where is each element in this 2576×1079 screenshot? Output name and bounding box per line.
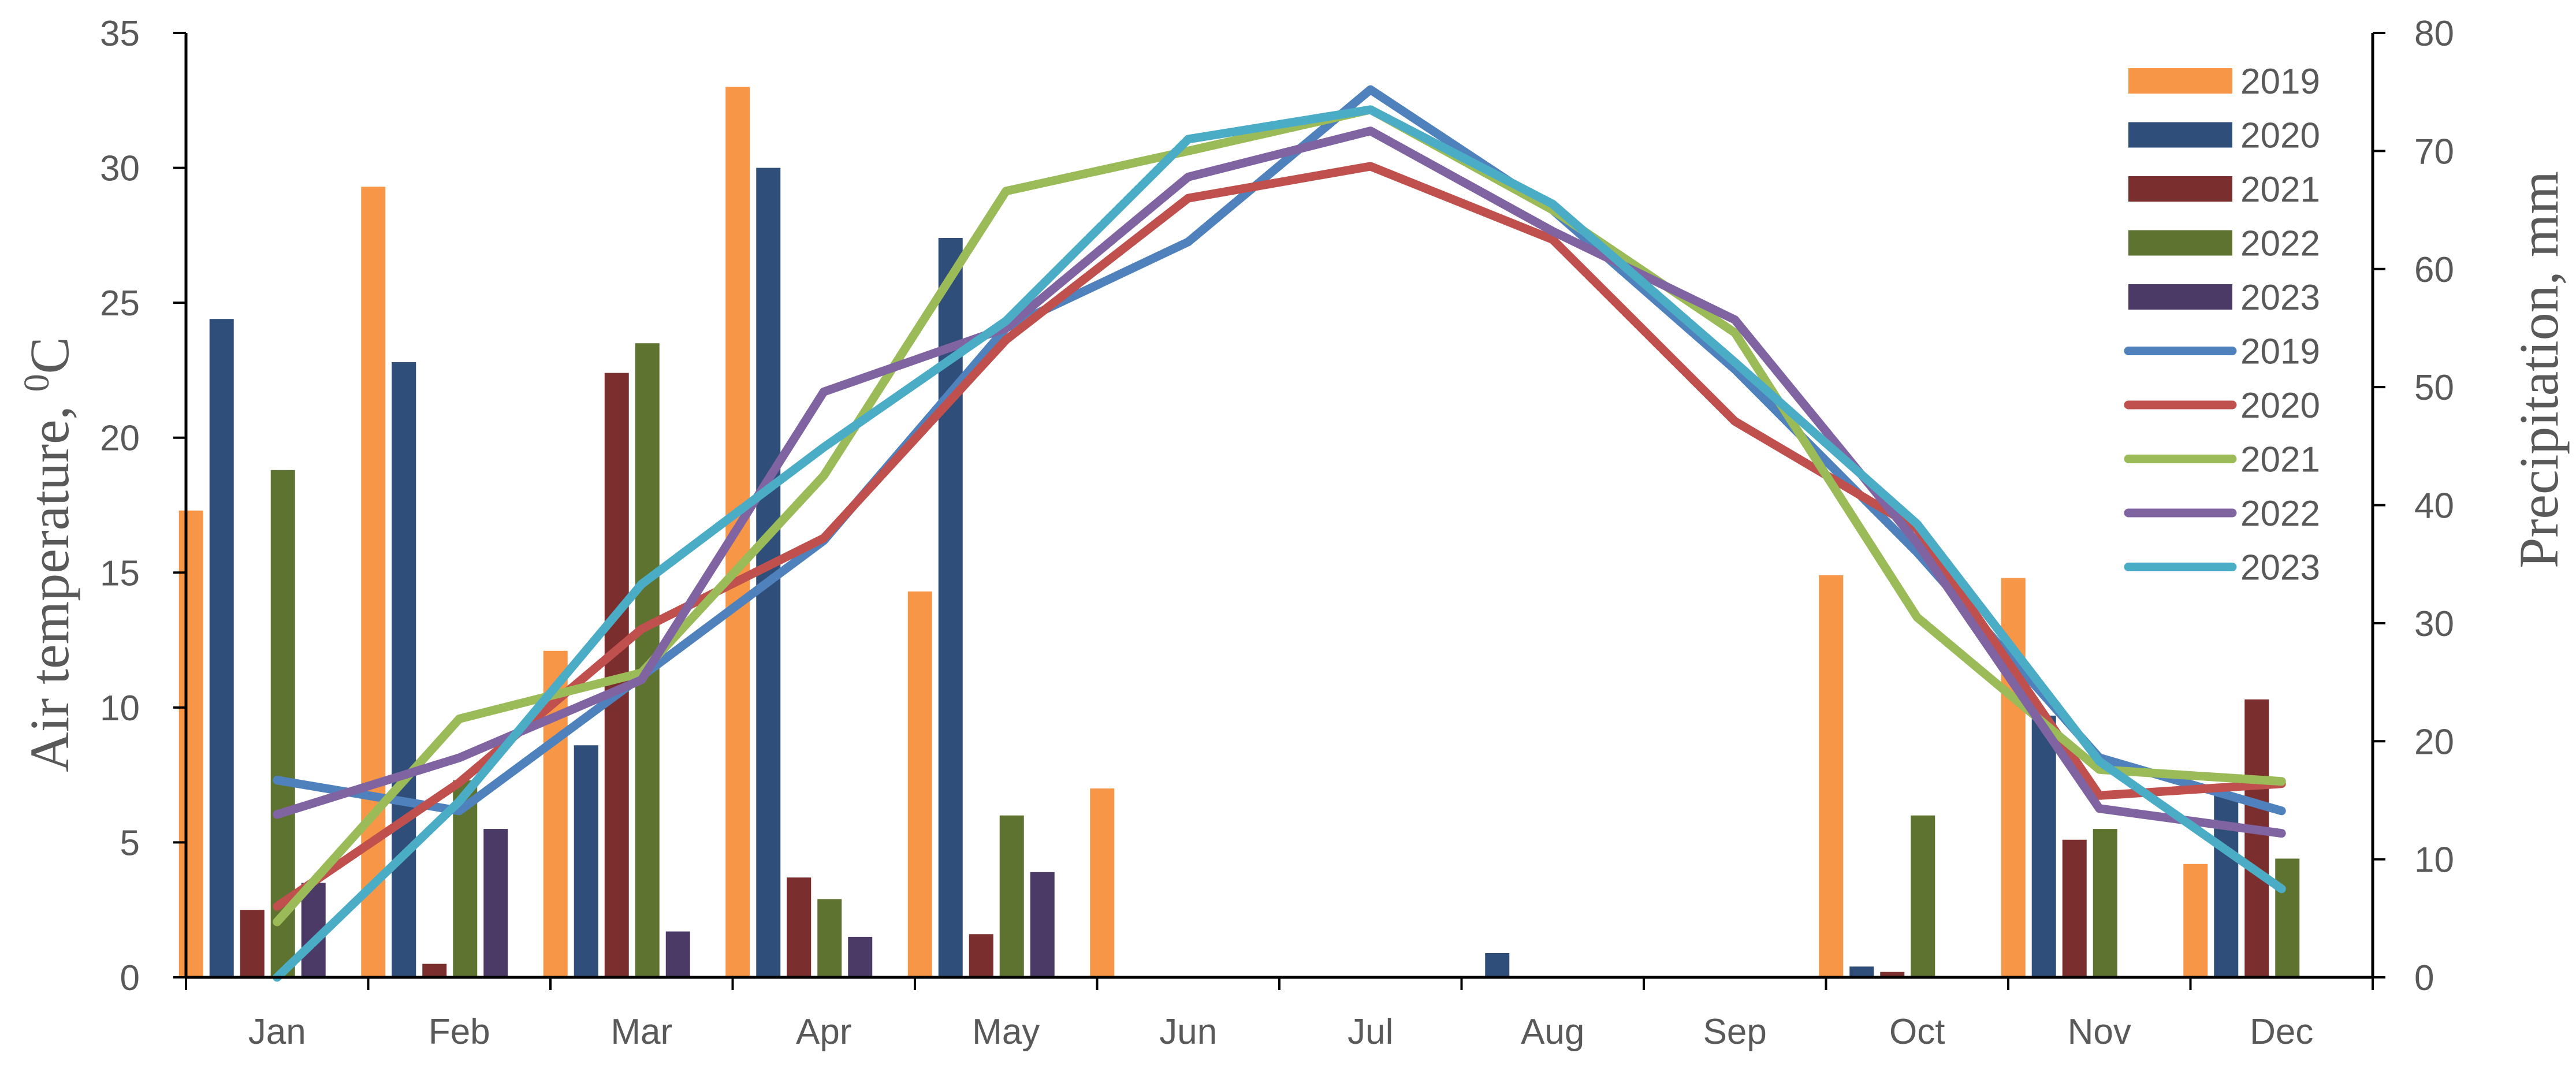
legend: 2019 2020 2021 2022 2023 2019 2020 2021 2022 2023 <box>2124 62 2320 588</box>
legend-swatch-bar-2019 <box>2128 68 2232 94</box>
bar-2021-dec <box>2244 699 2269 977</box>
legend-label-bar-2020: 2020 <box>2240 116 2320 156</box>
bar-2023-may <box>1030 872 1055 977</box>
bars-layer <box>178 87 2300 978</box>
bar-2021-feb <box>422 963 447 977</box>
x-tick-label: Dec <box>2250 1012 2313 1052</box>
bar-2023-apr <box>848 936 873 977</box>
bar-2020-oct <box>1849 966 1874 977</box>
legend-label-bar-2023: 2023 <box>2240 278 2320 318</box>
x-tick-label: Jan <box>248 1012 306 1052</box>
bar-2020-feb <box>392 362 416 977</box>
y2-tick-label: 50 <box>2414 368 2454 408</box>
legend-label-line-2021: 2021 <box>2240 440 2320 480</box>
y2-tick-label: 80 <box>2414 14 2454 54</box>
bar-2022-apr <box>817 899 842 977</box>
bar-2020-aug <box>1485 953 1510 977</box>
y-axis-title: Air temperature, 0C <box>17 337 80 772</box>
bar-2023-mar <box>665 931 690 977</box>
x-tick-label: Apr <box>796 1012 851 1052</box>
x-tick-label: Nov <box>2068 1012 2131 1052</box>
y-axis-title-superscript: 0 <box>17 374 57 392</box>
x-tick-label: Mar <box>611 1012 672 1052</box>
legend-swatch-bar-2023 <box>2128 284 2232 310</box>
bar-2021-nov <box>2062 839 2087 977</box>
y2-tick-label: 30 <box>2414 604 2454 644</box>
bar-2019-jun <box>1090 788 1115 977</box>
legend-swatch-bar-2022 <box>2128 230 2232 256</box>
x-tick-label: May <box>972 1012 1040 1052</box>
bar-2019-dec <box>2183 864 2208 977</box>
bar-2019-jan <box>178 510 203 977</box>
y2-axis-title: Precipitation, mm <box>2508 171 2570 568</box>
legend-swatch-bar-2020 <box>2128 122 2232 148</box>
legend-label-bar-2019: 2019 <box>2240 62 2320 102</box>
bar-2021-oct <box>1880 972 1905 977</box>
legend-label-line-2023: 2023 <box>2240 548 2320 588</box>
bar-2019-may <box>907 591 932 977</box>
y2-tick-label: 70 <box>2414 132 2454 172</box>
line-2022 <box>273 126 2286 838</box>
bar-2019-feb <box>361 187 386 977</box>
y-tick-label: 15 <box>100 553 140 593</box>
x-tick-label: Oct <box>1889 1012 1945 1052</box>
y-tick-label: 5 <box>120 823 140 863</box>
y-axis-title-unit: C <box>18 337 80 374</box>
legend-label-line-2019: 2019 <box>2240 332 2320 372</box>
lines-layer <box>273 85 2286 982</box>
bar-2022-oct <box>1911 815 1935 977</box>
line-2023 <box>273 105 2286 982</box>
y2-tick-label: 60 <box>2414 250 2454 290</box>
legend-swatch-bar-2021 <box>2128 176 2232 202</box>
y2-tick-label: 10 <box>2414 840 2454 880</box>
x-tick-label: Feb <box>429 1012 490 1052</box>
y2-tick-label: 20 <box>2414 722 2454 762</box>
x-tick-label: Jul <box>1347 1012 1393 1052</box>
y-tick-label: 25 <box>100 284 140 323</box>
y2-tick-label: 0 <box>2414 958 2434 998</box>
y-tick-label: 20 <box>100 419 140 459</box>
legend-label-bar-2022: 2022 <box>2240 224 2320 264</box>
bar-2022-nov <box>2093 829 2117 977</box>
x-tick-label: Aug <box>1521 1012 1584 1052</box>
bar-2022-dec <box>2275 858 2300 977</box>
bar-2021-apr <box>787 877 811 977</box>
y-tick-label: 35 <box>100 14 140 54</box>
y-tick-label: 0 <box>120 958 140 998</box>
bar-2021-jan <box>240 910 265 977</box>
axes-layer: 0 5 10 15 20 25 30 35 0 10 20 30 40 50 60 70 80 Jan Feb Mar… <box>100 14 2454 1052</box>
bar-2022-may <box>999 815 1024 977</box>
y-tick-label: 10 <box>100 689 140 728</box>
bar-2020-jan <box>209 319 234 978</box>
bar-2020-nov <box>2031 715 2056 977</box>
line-2020 <box>273 162 2286 911</box>
bar-2023-feb <box>483 829 508 977</box>
x-tick-label: Jun <box>1159 1012 1217 1052</box>
y2-tick-label: 40 <box>2414 486 2454 526</box>
line-2021 <box>273 105 2286 927</box>
bar-2021-may <box>969 934 993 977</box>
bar-2019-oct <box>1819 575 1844 977</box>
legend-label-line-2022: 2022 <box>2240 494 2320 534</box>
legend-label-line-2020: 2020 <box>2240 386 2320 426</box>
bar-2020-mar <box>574 745 598 977</box>
legend-label-bar-2021: 2021 <box>2240 170 2320 210</box>
y-tick-label: 30 <box>100 149 140 189</box>
y-axis-title-text: Air temperature, <box>18 392 80 772</box>
x-tick-label: Sep <box>1703 1012 1767 1052</box>
